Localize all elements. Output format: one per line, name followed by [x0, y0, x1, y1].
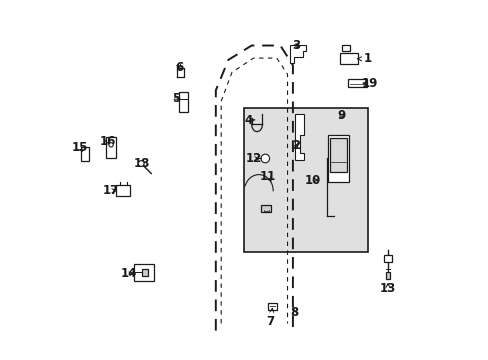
Polygon shape: [294, 114, 303, 160]
Text: 2: 2: [292, 139, 300, 152]
Bar: [134, 264, 154, 281]
Bar: [267, 303, 276, 310]
Text: 11: 11: [259, 170, 275, 183]
Text: 4: 4: [244, 114, 254, 127]
Text: 16: 16: [99, 135, 116, 148]
Bar: [244, 108, 367, 252]
Text: 6: 6: [175, 60, 183, 73]
Text: 8: 8: [290, 306, 298, 319]
Text: 1: 1: [357, 52, 371, 65]
Bar: [340, 53, 357, 64]
Text: 5: 5: [172, 92, 180, 105]
Text: 14: 14: [121, 267, 137, 280]
Text: 17: 17: [103, 184, 119, 197]
Bar: [341, 45, 349, 51]
Bar: [383, 255, 391, 262]
Text: 15: 15: [71, 141, 87, 154]
Bar: [105, 137, 116, 158]
Circle shape: [109, 143, 113, 147]
Bar: [142, 269, 148, 276]
Bar: [179, 92, 188, 112]
Text: 9: 9: [337, 109, 345, 122]
Bar: [347, 79, 366, 87]
Circle shape: [261, 154, 269, 163]
Bar: [386, 272, 389, 279]
Bar: [260, 206, 271, 212]
Bar: [81, 147, 89, 161]
Polygon shape: [290, 45, 305, 63]
Text: 7: 7: [266, 309, 274, 328]
Bar: [329, 138, 346, 172]
Circle shape: [138, 161, 144, 166]
Text: 12: 12: [245, 152, 261, 165]
Text: 3: 3: [292, 39, 300, 52]
Text: 10: 10: [304, 174, 320, 186]
Text: 18: 18: [134, 157, 150, 170]
Bar: [116, 185, 130, 196]
Text: 13: 13: [379, 282, 395, 295]
Text: 19: 19: [361, 77, 377, 90]
Bar: [327, 135, 348, 182]
